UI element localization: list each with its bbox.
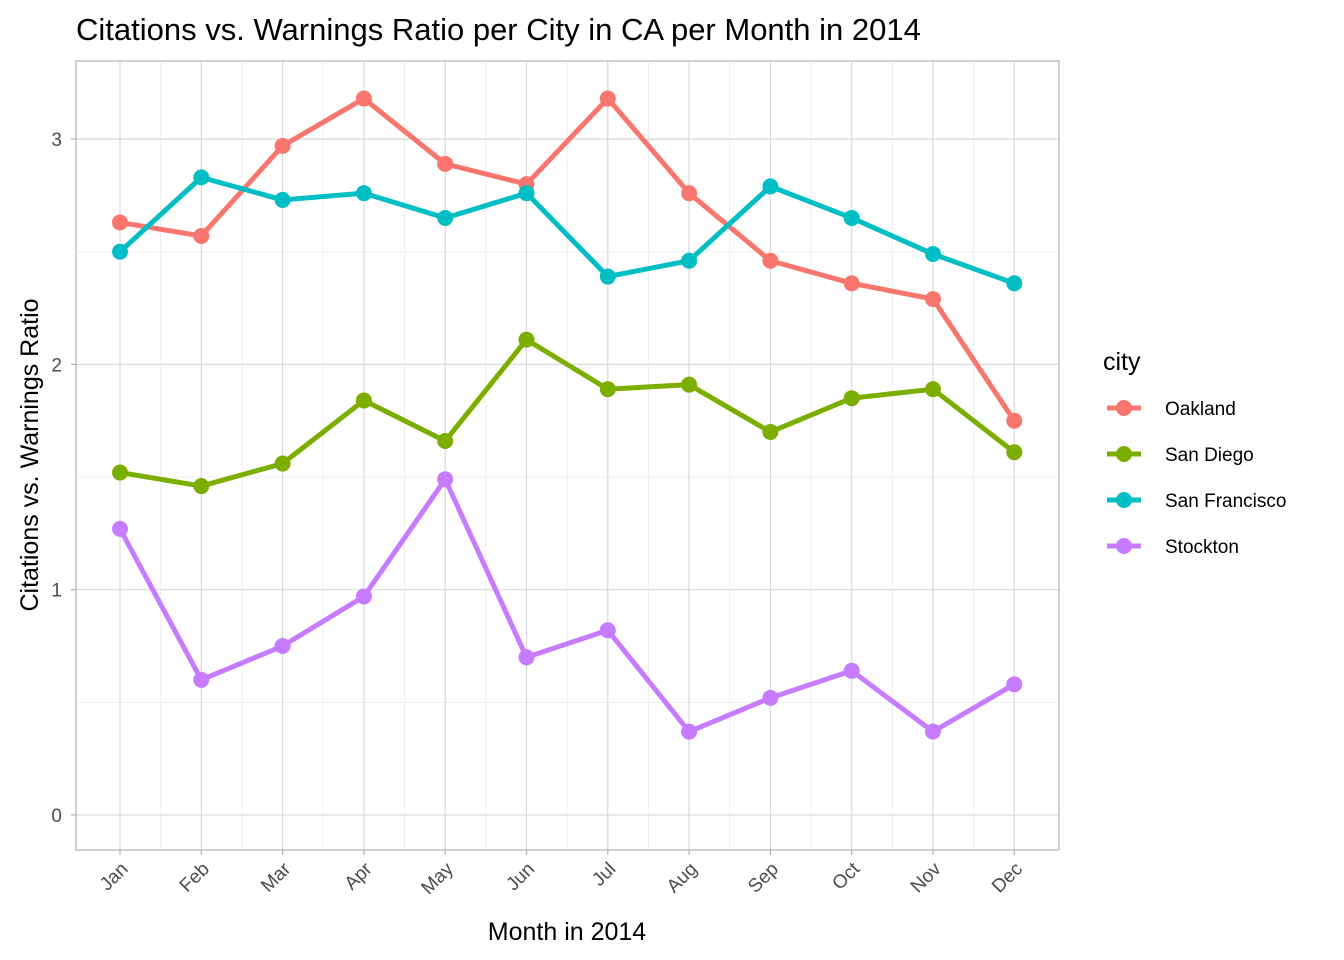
legend-key-point — [1116, 446, 1132, 462]
x-tick-label: Apr — [341, 858, 377, 894]
legend-item-stockton: Stockton — [1107, 537, 1239, 558]
data-point-stockton — [925, 723, 941, 740]
x-tick-label: Oct — [828, 858, 864, 894]
data-point-stockton — [355, 588, 372, 605]
x-tick-label: Sep — [744, 859, 783, 898]
data-point-oakland — [925, 291, 941, 308]
y-tick-label: 3 — [51, 130, 62, 151]
data-point-oakland — [1006, 412, 1023, 429]
data-point-oakland — [681, 185, 698, 202]
x-tick-label: Jul — [588, 859, 620, 891]
data-point-san-diego — [925, 381, 941, 398]
data-point-stockton — [193, 671, 210, 688]
data-point-san-diego — [193, 478, 210, 495]
legend-label: Stockton — [1165, 537, 1239, 558]
data-point-stockton — [599, 622, 616, 639]
axis-ticks: 0 1 2 3 Jan Feb Mar Apr May Jun Jul Aug Sep Oct Nov Dec — [51, 130, 1026, 899]
data-point-san-francisco — [437, 209, 454, 226]
y-tick-label: 2 — [51, 355, 62, 376]
data-point-stockton — [681, 723, 698, 740]
data-point-san-diego — [1006, 444, 1023, 461]
legend-label: San Diego — [1165, 445, 1254, 466]
data-point-san-diego — [274, 455, 291, 472]
legend-label: Oakland — [1165, 399, 1236, 420]
legend-title: city — [1103, 348, 1141, 376]
x-tick-label: Aug — [663, 859, 702, 898]
data-point-san-francisco — [925, 246, 941, 263]
data-point-san-francisco — [112, 243, 128, 260]
data-point-san-francisco — [599, 268, 616, 285]
x-axis-title: Month in 2014 — [488, 918, 647, 946]
series-group — [112, 90, 1023, 740]
x-tick-label: Nov — [907, 858, 946, 897]
x-tick-label: Jun — [503, 859, 540, 896]
data-point-oakland — [762, 252, 779, 269]
data-point-oakland — [599, 90, 616, 107]
plot-panel — [75, 60, 1060, 851]
data-point-san-diego — [762, 423, 779, 440]
data-point-stockton — [762, 689, 779, 706]
data-point-stockton — [437, 471, 454, 488]
data-point-san-francisco — [274, 191, 291, 208]
data-point-san-francisco — [193, 169, 210, 186]
legend-key-point — [1116, 492, 1132, 508]
data-point-stockton — [274, 638, 291, 655]
data-point-san-diego — [518, 331, 535, 348]
data-point-san-diego — [112, 464, 128, 481]
data-point-oakland — [274, 137, 291, 154]
y-tick-label: 0 — [51, 806, 62, 827]
data-point-stockton — [1006, 676, 1023, 693]
series-line-san-francisco — [117, 174, 1017, 286]
x-tick-label: Feb — [176, 859, 214, 897]
data-point-san-francisco — [762, 178, 779, 195]
data-point-stockton — [112, 520, 128, 537]
x-tick-label: May — [417, 858, 458, 899]
data-point-san-francisco — [843, 209, 860, 226]
series-line-oakland — [117, 96, 1017, 424]
data-point-oakland — [112, 214, 128, 231]
series-oakland — [112, 90, 1023, 429]
x-tick-label: Dec — [988, 859, 1027, 898]
legend-item-san-diego: San Diego — [1107, 445, 1254, 466]
legend-key-point — [1116, 538, 1132, 554]
data-point-oakland — [193, 227, 210, 244]
y-tick-label: 1 — [51, 581, 62, 602]
series-san-diego — [112, 331, 1023, 495]
data-point-san-diego — [681, 376, 698, 393]
data-point-san-francisco — [518, 185, 535, 202]
legend-item-san-francisco: San Francisco — [1107, 491, 1286, 512]
x-tick-label: Jan — [96, 859, 133, 896]
data-point-oakland — [437, 155, 454, 172]
legend-item-oakland: Oakland — [1107, 399, 1236, 420]
y-axis-title: Citations vs. Warnings Ratio — [16, 298, 44, 611]
x-tick-label: Mar — [257, 858, 295, 896]
data-point-san-diego — [437, 433, 454, 450]
data-point-stockton — [843, 662, 860, 679]
data-point-san-francisco — [1006, 275, 1023, 292]
data-point-oakland — [843, 275, 860, 292]
series-line-stockton — [117, 476, 1017, 735]
data-point-san-diego — [599, 381, 616, 398]
data-point-san-francisco — [355, 185, 372, 202]
data-point-san-francisco — [681, 252, 698, 269]
data-point-san-diego — [843, 390, 860, 407]
series-san-francisco — [112, 169, 1023, 292]
data-point-oakland — [355, 90, 372, 107]
series-stockton — [112, 471, 1023, 740]
legend: city Oakland San Diego San Francisco Stockt… — [1103, 348, 1286, 558]
chart-title: Citations vs. Warnings Ratio per City in… — [76, 12, 921, 47]
legend-label: San Francisco — [1165, 491, 1286, 512]
data-point-san-diego — [355, 392, 372, 409]
grid — [76, 61, 1059, 850]
series-line-san-diego — [117, 337, 1017, 489]
data-point-stockton — [518, 649, 535, 666]
legend-key-point — [1116, 400, 1132, 416]
